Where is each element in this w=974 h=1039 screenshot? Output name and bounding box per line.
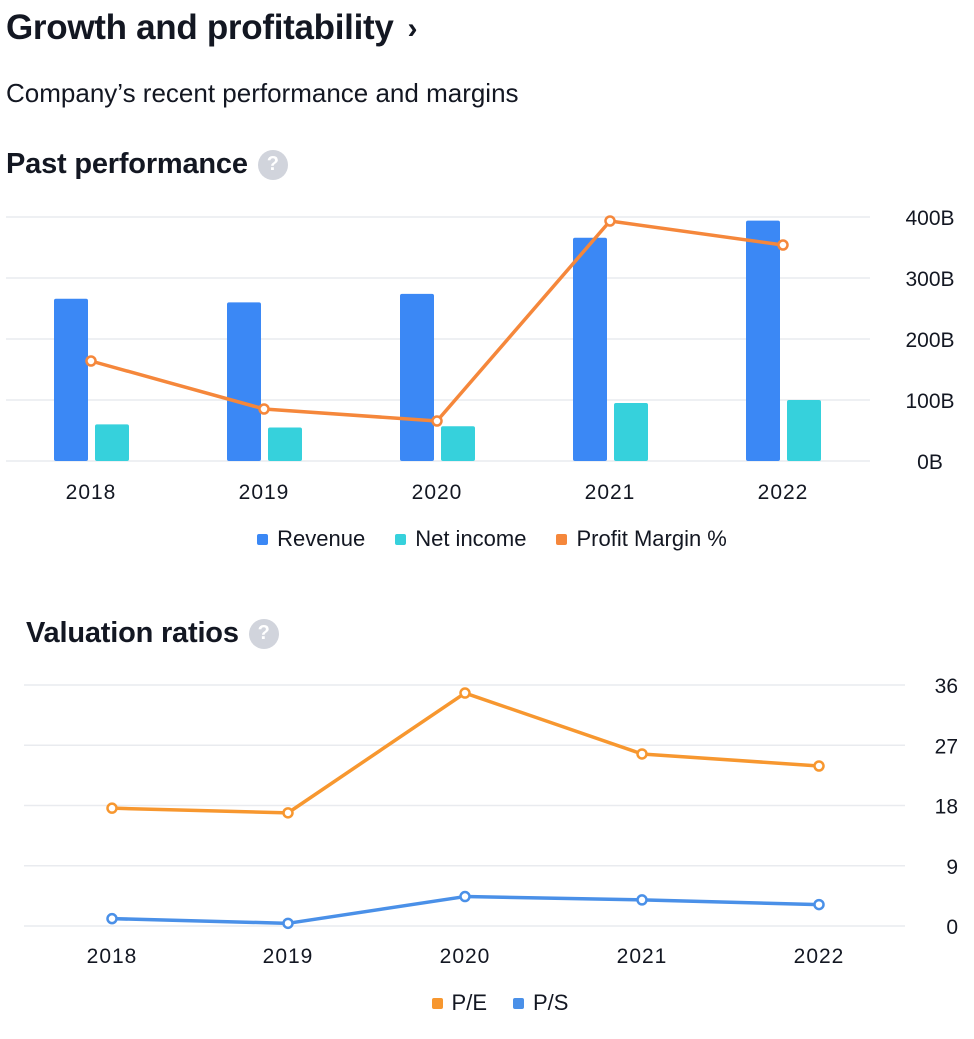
net-income-bar — [268, 427, 302, 461]
valuation-ratios-legend: P/E P/S — [0, 990, 974, 1016]
page-title: Growth and profitability — [6, 8, 394, 47]
ps-point — [282, 917, 294, 930]
x-tick-label: 2022 — [758, 481, 809, 500]
pe-line — [111, 691, 820, 815]
profit-margin-point — [431, 415, 443, 427]
y-tick-label: 36 — [935, 675, 958, 698]
net-income-bar — [614, 403, 648, 461]
legend-label-pe: P/E — [451, 990, 487, 1015]
profit-margin-point — [258, 403, 270, 415]
ps-point — [636, 894, 648, 906]
valuation-ratios-chart: 0 9 18 27 36 2018 2019 2020 2021 2022 — [24, 675, 958, 968]
revenue-bar — [573, 237, 607, 461]
x-tick-label: 2021 — [617, 945, 668, 968]
legend-swatch-revenue — [257, 533, 269, 545]
revenue-bar — [746, 220, 780, 461]
x-tick-label: 2020 — [440, 945, 491, 968]
legend-label-revenue: Revenue — [277, 526, 366, 551]
legend-label-profit-margin: Profit Margin % — [576, 526, 727, 551]
legend-item-revenue[interactable]: Revenue — [257, 526, 365, 552]
x-tick-label: 2020 — [412, 481, 463, 500]
legend-swatch-ps — [513, 997, 524, 1009]
past-performance-chart: 0B 100B 200B 300B 400B 2018 2019 2020 2021 2022 — [6, 207, 955, 500]
revenue-bar — [400, 293, 434, 461]
legend-item-profit-margin[interactable]: Profit Margin % — [556, 526, 727, 552]
y-tick-label: 300B — [905, 268, 954, 291]
net-income-bar — [787, 400, 821, 461]
profit-margin-point — [85, 355, 97, 367]
help-icon[interactable]: ? — [248, 618, 279, 649]
help-icon[interactable]: ? — [257, 149, 288, 180]
x-tick-label: 2019 — [239, 481, 290, 500]
legend-swatch-profit-margin — [556, 533, 568, 545]
y-tick-label: 0B — [917, 451, 943, 474]
legend-swatch-net-income — [395, 533, 407, 545]
y-tick-label: 27 — [935, 735, 958, 758]
ps-point — [106, 912, 118, 925]
page-subtitle: Company’s recent performance and margins — [6, 78, 519, 108]
pe-point — [636, 748, 648, 760]
x-tick-label: 2021 — [585, 481, 636, 500]
valuation-ratios-title: Valuation ratios — [26, 617, 239, 649]
pe-point — [282, 807, 294, 819]
y-tick-label: 400B — [905, 207, 954, 230]
legend-item-net-income[interactable]: Net income — [395, 526, 526, 552]
revenue-bar — [227, 302, 261, 461]
past-performance-legend: Revenue Net income Profit Margin % — [0, 526, 974, 552]
y-tick-label: 0 — [946, 916, 958, 939]
net-income-bar — [441, 426, 475, 461]
y-tick-label: 200B — [905, 329, 954, 352]
y-tick-label: 18 — [935, 796, 958, 819]
section-title-link[interactable]: Growth and profitability › — [6, 8, 418, 48]
pe-point — [813, 760, 825, 772]
x-tick-label: 2022 — [794, 945, 845, 968]
x-tick-label: 2019 — [263, 945, 314, 968]
profit-margin-point — [777, 239, 789, 251]
y-tick-label: 9 — [946, 856, 958, 879]
x-tick-label: 2018 — [87, 945, 138, 968]
legend-label-net-income: Net income — [415, 526, 527, 551]
net-income-bar — [95, 424, 129, 461]
past-performance-title: Past performance — [6, 148, 248, 180]
legend-swatch-pe — [431, 997, 443, 1009]
profit-margin-point — [604, 215, 616, 227]
y-tick-label: 100B — [905, 390, 954, 413]
legend-item-pe[interactable]: P/E — [431, 990, 487, 1016]
past-performance-header: Past performance ? — [6, 148, 288, 181]
ps-point — [459, 890, 471, 903]
ps-point — [813, 898, 825, 911]
legend-label-ps: P/S — [533, 990, 569, 1015]
legend-item-ps[interactable]: P/S — [513, 990, 568, 1016]
x-tick-label: 2018 — [66, 481, 117, 500]
valuation-ratios-header: Valuation ratios ? — [26, 617, 279, 650]
pe-point — [106, 802, 118, 814]
revenue-bar — [54, 298, 88, 461]
chevron-right-icon: › — [407, 12, 418, 45]
profit-margin-line — [90, 219, 784, 423]
pe-point — [459, 687, 471, 699]
